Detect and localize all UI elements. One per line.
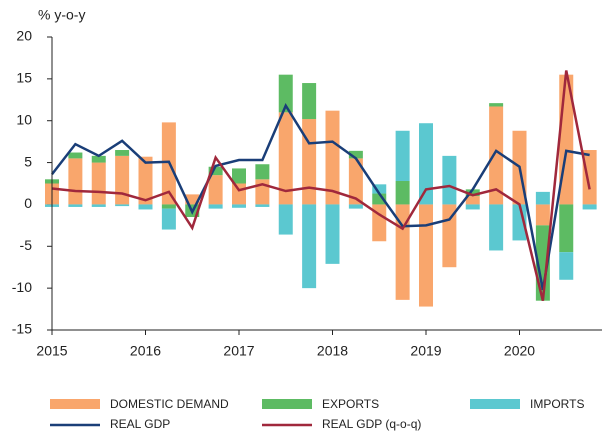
- legend-label: IMPORTS: [530, 397, 584, 411]
- legend-label: REAL GDP (q-o-q): [322, 417, 421, 431]
- bar: [582, 150, 597, 205]
- bar: [442, 155, 457, 205]
- bar: [419, 204, 433, 307]
- y-tick-label: 10: [16, 111, 32, 127]
- bar: [208, 166, 223, 176]
- bar: [232, 204, 246, 208]
- legend-label: DOMESTIC DEMAND: [110, 397, 229, 411]
- bar: [302, 119, 317, 205]
- bar: [138, 156, 153, 205]
- bar: [115, 204, 130, 207]
- bar: [138, 204, 153, 210]
- bar: [68, 204, 83, 207]
- bar: [512, 204, 527, 241]
- y-tick-label: 20: [16, 28, 32, 44]
- bar: [489, 103, 504, 107]
- bar: [91, 155, 106, 163]
- x-tick-label: 2016: [130, 343, 161, 359]
- bar: [232, 183, 246, 205]
- y-tick-label: 15: [16, 70, 32, 86]
- bar: [278, 74, 293, 113]
- bar: [372, 204, 387, 242]
- y-tick-label: -5: [20, 237, 33, 253]
- line: [51, 70, 591, 301]
- bar: [68, 152, 83, 159]
- bar: [91, 162, 106, 205]
- bar: [255, 204, 270, 207]
- bar: [489, 204, 504, 251]
- x-tick-label: 2019: [410, 343, 441, 359]
- legend-swatch: [262, 399, 312, 409]
- bar: [395, 180, 410, 205]
- bar: [465, 196, 480, 205]
- legend-label: REAL GDP: [110, 417, 170, 431]
- y-tick-label: -10: [12, 279, 32, 295]
- line: [51, 102, 590, 291]
- bar: [465, 204, 480, 210]
- bar: [185, 194, 200, 205]
- bar: [559, 204, 574, 253]
- x-tick-label: 2020: [504, 343, 535, 359]
- bar: [325, 204, 340, 264]
- bar: [325, 110, 340, 205]
- bar: [395, 130, 410, 181]
- bar: [535, 191, 550, 205]
- bar: [348, 150, 363, 159]
- x-tick-label: 2017: [223, 343, 254, 359]
- bar: [465, 189, 480, 197]
- bar: [348, 204, 363, 209]
- bar: [208, 204, 223, 209]
- bar: [68, 158, 83, 205]
- legend-swatch: [470, 399, 520, 409]
- bar: [278, 204, 293, 235]
- legend-swatch: [50, 399, 100, 409]
- bar: [255, 164, 270, 180]
- bar: [372, 193, 387, 205]
- y-axis-label: % y-o-y: [38, 7, 85, 23]
- y-tick-label: -15: [12, 321, 32, 337]
- y-tick-label: 5: [24, 153, 32, 169]
- legend-label: EXPORTS: [322, 397, 379, 411]
- bar: [582, 204, 597, 210]
- bar: [372, 184, 387, 194]
- x-tick-label: 2018: [317, 343, 348, 359]
- bar: [348, 158, 363, 205]
- bar: [419, 123, 433, 205]
- bar: [395, 204, 410, 300]
- bar: [91, 204, 106, 207]
- bar: [278, 112, 293, 205]
- bar: [489, 106, 504, 205]
- bar: [302, 204, 317, 289]
- bar: [161, 208, 176, 230]
- bar: [115, 150, 130, 156]
- bar: [208, 175, 223, 205]
- bar: [302, 83, 317, 120]
- y-tick-label: 0: [24, 195, 32, 211]
- bar: [535, 204, 550, 226]
- bar: [232, 168, 246, 184]
- x-tick-label: 2015: [36, 343, 67, 359]
- bar: [115, 155, 130, 205]
- bar: [161, 204, 176, 209]
- bar: [559, 252, 574, 280]
